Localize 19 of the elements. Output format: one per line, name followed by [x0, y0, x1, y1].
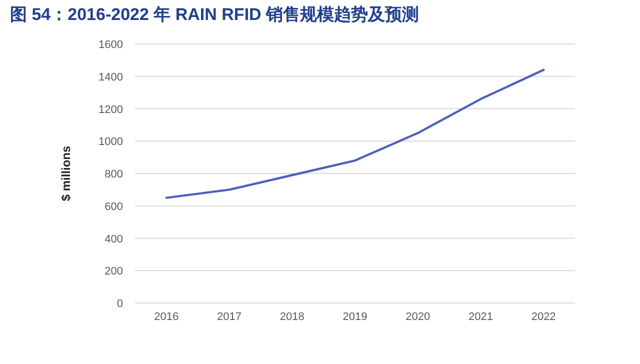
x-tick-label: 2018 — [280, 311, 304, 323]
x-tick-label: 2019 — [342, 311, 368, 323]
x-tick-label: 2022 — [531, 311, 556, 323]
y-tick-label: 600 — [104, 200, 123, 213]
y-tick-label: 1000 — [98, 136, 123, 148]
y-tick-label: 1400 — [98, 71, 123, 84]
x-tick-label: 2021 — [468, 311, 493, 323]
y-tick-label: 1200 — [98, 104, 123, 116]
y-tick-label: 400 — [104, 233, 123, 246]
y-tick-label: 1600 — [98, 39, 123, 51]
x-tick-label: 2016 — [154, 311, 179, 323]
line-series — [165, 68, 545, 199]
x-tick-label: 2020 — [406, 311, 430, 323]
chart-title: 图 54：2016-2022 年 RAIN RFID 销售规模趋势及预测 — [10, 5, 420, 24]
y-tick-label: 800 — [104, 168, 123, 180]
y-tick-label: 200 — [104, 266, 123, 278]
y-tick-label: 0 — [116, 298, 123, 310]
y-axis-title: $ millions — [59, 146, 73, 202]
x-tick-label: 2017 — [217, 311, 242, 323]
